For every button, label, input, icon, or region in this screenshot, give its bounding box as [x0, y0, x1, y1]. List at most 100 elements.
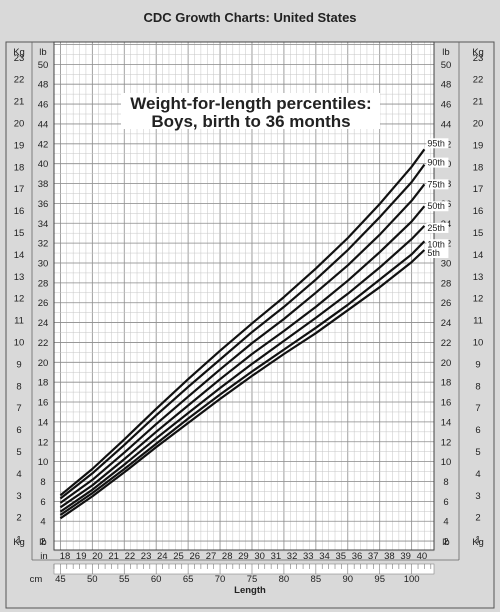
x-axis-label: Length — [234, 585, 266, 596]
lb-unit-label-left-top: lb — [39, 47, 46, 58]
kg-tick-label-right: 23 — [473, 53, 484, 64]
series-label-bg — [426, 222, 449, 233]
kg-unit-label-right-bottom: Kg — [472, 537, 484, 548]
kg-unit-label-left-bottom: Kg — [13, 537, 25, 548]
inch-tick-label: 34 — [319, 551, 330, 562]
lb-tick-label-right: 44 — [441, 119, 452, 130]
kg-tick-label-left: 2 — [16, 513, 21, 524]
inch-tick-label: 40 — [417, 551, 428, 562]
lb-tick-label-left: 28 — [38, 278, 49, 289]
lb-tick-label-right: 6 — [443, 497, 448, 508]
lb-tick-label-right: 28 — [441, 278, 452, 289]
lb-tick-label-right: 30 — [441, 258, 452, 269]
series-label-5th: 5th — [427, 248, 440, 258]
lb-tick-label-left: 8 — [40, 477, 45, 488]
lb-tick-label-right: 46 — [441, 100, 452, 111]
inch-tick-label: 23 — [141, 551, 152, 562]
lb-tick-label-left: 20 — [38, 358, 49, 369]
kg-tick-label-right: 8 — [475, 381, 480, 392]
inch-tick-label: 26 — [189, 551, 200, 562]
lb-tick-label-right: 22 — [441, 338, 452, 349]
lb-tick-label-left: 18 — [38, 378, 49, 389]
series-label-10th: 10th — [427, 239, 445, 249]
lb-tick-label-left: 38 — [38, 179, 49, 190]
kg-tick-label-left: 22 — [14, 75, 25, 86]
cm-tick-label: 90 — [342, 574, 353, 585]
inch-tick-label: 37 — [368, 551, 379, 562]
series-label-25th: 25th — [427, 223, 445, 233]
cm-ruler — [53, 563, 435, 575]
kg-tick-label-right: 12 — [473, 294, 484, 305]
inch-tick-label: 36 — [352, 551, 363, 562]
lb-tick-label-right: 24 — [441, 318, 452, 329]
series-label-bg — [426, 239, 449, 250]
inch-tick-label: 38 — [384, 551, 395, 562]
lb-tick-label-left: 12 — [38, 437, 49, 448]
lb-unit-label-left-bottom: lb — [39, 537, 46, 548]
series-label-bg — [426, 157, 449, 168]
kg-tick-label-right: 1 — [475, 535, 480, 546]
lb-tick-label-left: 50 — [38, 60, 49, 71]
lb-tick-label-left: 34 — [38, 219, 49, 230]
kg-tick-label-right: 3 — [475, 491, 480, 502]
page-header: CDC Growth Charts: United States — [143, 10, 357, 25]
lb-tick-label-right: 16 — [441, 398, 452, 409]
lb-tick-label-right: 50 — [441, 60, 452, 71]
cm-tick-label: 45 — [55, 574, 66, 585]
kg-tick-label-right: 11 — [473, 316, 483, 327]
lb-tick-label-left: 24 — [38, 318, 49, 329]
series-line-25th — [59, 225, 426, 513]
series-label-50th: 50th — [427, 201, 445, 211]
series-label-95th: 95th — [427, 138, 445, 148]
inch-unit-label: in — [40, 551, 47, 562]
lb-tick-label-right: 20 — [441, 358, 452, 369]
lb-tick-label-left: 2 — [40, 537, 45, 548]
kg-tick-label-left: 9 — [16, 359, 21, 370]
cm-tick-label: 60 — [151, 574, 162, 585]
kg-tick-label-right: 14 — [473, 250, 484, 261]
lb-tick-label-right: 18 — [441, 378, 452, 389]
series-line-95th — [59, 148, 426, 497]
kg-tick-label-right: 20 — [473, 119, 484, 130]
lb-unit-label-right-top: lb — [442, 47, 449, 58]
lb-tick-label-right: 48 — [441, 80, 452, 91]
cm-tick-label: 85 — [311, 574, 322, 585]
kg-tick-label-left: 3 — [16, 491, 21, 502]
kg-tick-label-left: 4 — [16, 469, 21, 480]
kg-tick-label-right: 13 — [473, 272, 484, 283]
kg-tick-label-left: 19 — [14, 140, 25, 151]
kg-tick-label-right: 15 — [473, 228, 484, 239]
series-label-bg — [426, 248, 449, 259]
lb-tick-label-left: 42 — [38, 139, 49, 150]
cm-tick-label: 80 — [279, 574, 290, 585]
lb-tick-label-right: 14 — [441, 417, 452, 428]
kg-tick-label-right: 6 — [475, 425, 480, 436]
lb-tick-label-left: 10 — [38, 457, 49, 468]
lb-tick-label-left: 26 — [38, 298, 49, 309]
cm-tick-label: 50 — [87, 574, 98, 585]
kg-tick-label-left: 6 — [16, 425, 21, 436]
cm-tick-label: 100 — [404, 574, 420, 585]
inch-tick-label: 33 — [303, 551, 314, 562]
kg-tick-label-left: 10 — [14, 337, 25, 348]
cm-tick-label: 95 — [374, 574, 385, 585]
title-background — [121, 93, 380, 129]
kg-tick-label-left: 14 — [14, 250, 25, 261]
lb-tick-label-left: 4 — [40, 517, 45, 528]
inch-tick-label: 24 — [157, 551, 168, 562]
kg-tick-label-right: 9 — [475, 359, 480, 370]
kg-tick-label-right: 10 — [473, 337, 484, 348]
series-label-bg — [426, 138, 449, 149]
series-line-50th — [59, 205, 426, 509]
series-label-bg — [426, 201, 449, 212]
kg-tick-label-left: 5 — [16, 447, 21, 458]
lb-tick-label-right: 8 — [443, 477, 448, 488]
lb-tick-label-right: 10 — [441, 457, 452, 468]
series-label-75th: 75th — [427, 179, 445, 189]
series-label-90th: 90th — [427, 158, 445, 168]
chart-subtitle: Boys, birth to 36 months — [151, 112, 350, 131]
kg-tick-label-right: 18 — [473, 162, 484, 173]
series-line-10th — [59, 240, 426, 516]
inch-tick-label: 35 — [335, 551, 346, 562]
kg-tick-label-left: 12 — [14, 294, 25, 305]
